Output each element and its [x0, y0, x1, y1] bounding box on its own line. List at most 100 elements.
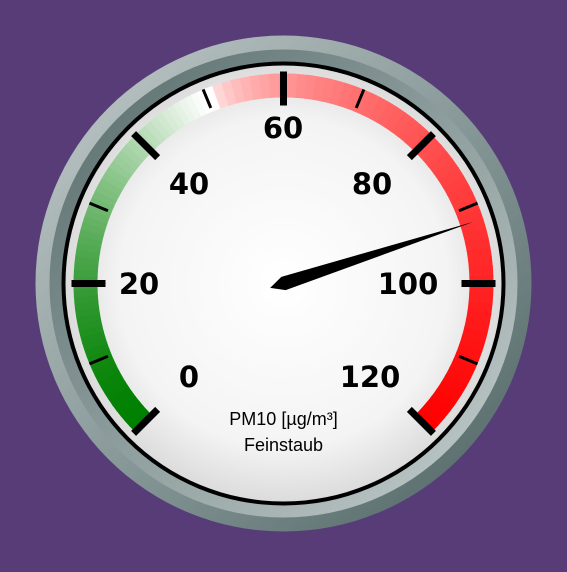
highlight-segment — [139, 124, 162, 148]
highlight-segment — [105, 165, 130, 186]
highlight-segment — [422, 144, 448, 168]
highlight-segment — [425, 395, 451, 419]
major-label-80: 80 — [352, 167, 392, 201]
minor-tick — [458, 201, 479, 213]
highlight-segment — [196, 89, 213, 115]
highlight-segment — [112, 154, 137, 176]
highlight-segment — [203, 85, 222, 112]
gauge-needle — [270, 221, 474, 291]
minor-tick — [354, 88, 366, 109]
highlight-segment — [397, 117, 421, 143]
highlight-segment — [95, 183, 120, 202]
gauge-title: Feinstaub — [244, 435, 323, 455]
minor-tick — [88, 354, 109, 366]
highlight-segment — [461, 326, 488, 344]
highlight-segment — [112, 391, 136, 412]
highlight-segment — [438, 166, 465, 189]
highlight-segment — [135, 129, 158, 152]
highlight-segment — [415, 408, 439, 432]
highlight-segment — [467, 256, 493, 269]
highlight-segment — [166, 104, 187, 129]
highlight-segment — [92, 189, 118, 207]
highlight-segment — [121, 144, 145, 166]
highlight-segment — [150, 116, 171, 140]
highlight-segment — [431, 388, 457, 412]
highlight-segment — [89, 195, 115, 213]
highlight-segment — [116, 396, 140, 417]
highlight-segment — [420, 402, 445, 427]
highlight-segment — [124, 405, 148, 428]
highlight-segment — [78, 324, 104, 338]
highlight-segment — [221, 79, 238, 106]
highlight-segment — [155, 112, 176, 136]
highlight-segment — [101, 375, 126, 395]
highlight-segment — [86, 348, 112, 364]
highlight-segment — [320, 77, 337, 104]
highlight-segment — [129, 409, 152, 432]
highlight-segment — [258, 73, 272, 99]
highlight-segment — [75, 248, 101, 260]
highlight-segment — [353, 88, 373, 116]
highlight-segment — [249, 74, 263, 100]
highlight-segment — [77, 234, 103, 248]
major-label-60: 60 — [263, 111, 303, 145]
major-tick — [406, 131, 436, 161]
highlight-segment — [178, 97, 197, 123]
highlight-segment — [73, 294, 99, 305]
highlight-segment — [369, 97, 390, 124]
highlight-segment — [468, 265, 494, 278]
highlight-segment — [172, 101, 192, 126]
highlight-segment — [97, 370, 123, 389]
highlight-segment — [416, 136, 442, 161]
major-label-40: 40 — [169, 167, 209, 201]
highlight-bands — [73, 73, 494, 432]
tick-marks — [71, 71, 496, 436]
major-label-0: 0 — [179, 360, 199, 394]
highlight-segment — [440, 374, 467, 396]
highlight-segment — [120, 400, 144, 422]
highlight-segment — [329, 79, 346, 106]
highlight-segment — [337, 82, 355, 109]
highlight-segment — [89, 353, 115, 371]
minor-tick — [201, 88, 213, 109]
minor-tick — [458, 354, 479, 366]
highlight-segment — [145, 120, 167, 144]
highlight-segment — [449, 359, 476, 379]
highlight-segment — [82, 215, 108, 230]
highlight-segment — [376, 101, 398, 128]
major-label-100: 100 — [378, 267, 439, 301]
highlight-segment — [108, 160, 133, 181]
major-label-120: 120 — [340, 360, 401, 394]
highlight-segment — [460, 218, 487, 236]
highlight-segment — [101, 171, 127, 191]
highlight-segment — [190, 91, 208, 117]
highlight-segment — [78, 228, 105, 242]
highlight-segment — [104, 380, 129, 401]
highlight-segment — [125, 139, 149, 161]
highlight-segment — [80, 221, 106, 236]
highlight-segment — [268, 73, 280, 98]
highlight-segment — [73, 288, 98, 298]
highlight-segment — [457, 209, 484, 228]
major-tick — [131, 131, 161, 161]
highlight-segment — [161, 108, 181, 133]
highlight-segment — [445, 366, 472, 388]
highlight-segment — [450, 191, 478, 212]
highlight-segment — [459, 335, 486, 353]
highlight-segment — [212, 82, 230, 109]
highlight-segment — [84, 208, 110, 224]
highlight-segment — [446, 183, 474, 204]
highlight-segment — [82, 336, 108, 352]
highlight-segment — [76, 241, 102, 254]
highlight-segment — [433, 158, 459, 182]
highlight-segment — [436, 381, 462, 404]
highlight-segment — [345, 85, 364, 112]
major-tick — [406, 406, 436, 436]
highlight-segment — [442, 174, 469, 196]
highlight-segment — [456, 343, 483, 362]
highlight-segment — [464, 318, 490, 334]
highlight-segment — [361, 92, 382, 119]
highlight-segment — [390, 112, 414, 138]
